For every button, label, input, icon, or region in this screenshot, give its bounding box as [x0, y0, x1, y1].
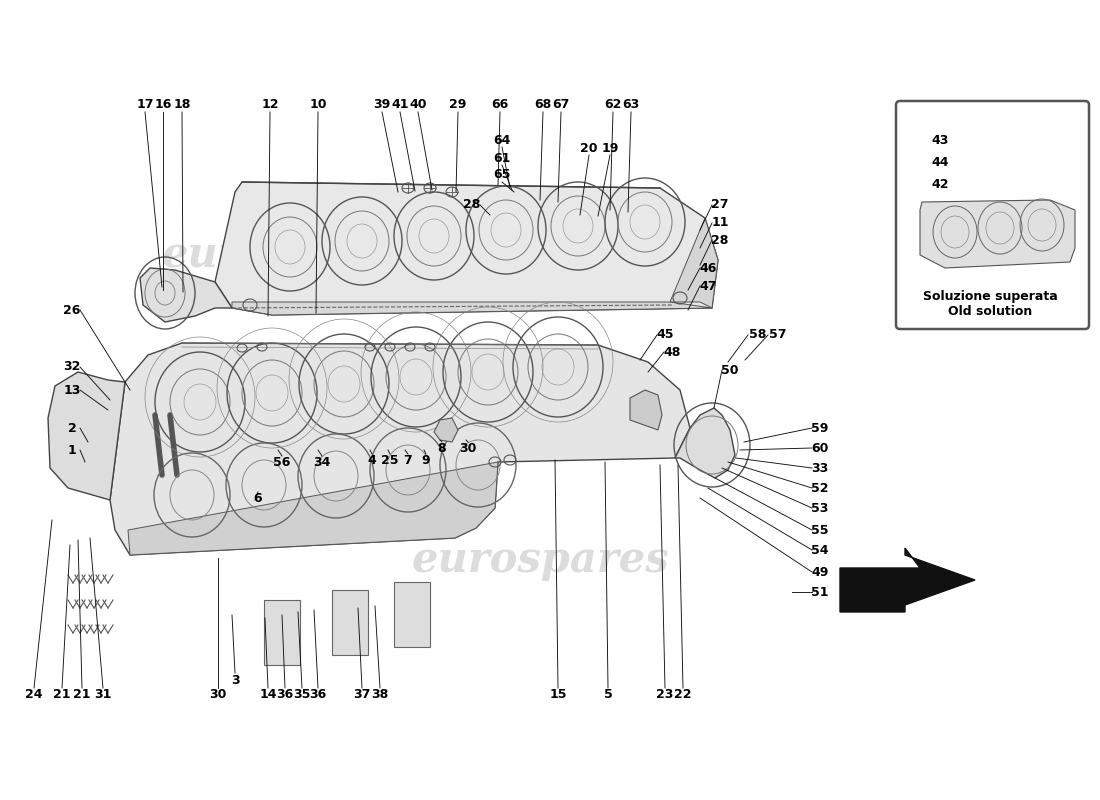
- Text: 37: 37: [353, 689, 371, 702]
- Text: 31: 31: [95, 689, 112, 702]
- Polygon shape: [394, 582, 430, 647]
- Text: 40: 40: [409, 98, 427, 111]
- Text: 28: 28: [712, 234, 728, 246]
- Text: 64: 64: [493, 134, 510, 146]
- Text: 60: 60: [812, 442, 828, 454]
- Text: eurospares: eurospares: [162, 234, 419, 276]
- Text: 44: 44: [932, 155, 948, 169]
- Polygon shape: [48, 372, 125, 500]
- Text: 15: 15: [549, 689, 566, 702]
- Text: 47: 47: [700, 279, 717, 293]
- Text: 26: 26: [64, 303, 80, 317]
- Text: 30: 30: [209, 689, 227, 702]
- Text: 59: 59: [812, 422, 828, 434]
- Text: 1: 1: [67, 443, 76, 457]
- Text: 22: 22: [674, 689, 692, 702]
- Text: 13: 13: [64, 383, 80, 397]
- Text: 11: 11: [712, 217, 728, 230]
- Polygon shape: [630, 390, 662, 430]
- Text: 2: 2: [67, 422, 76, 434]
- Polygon shape: [128, 462, 498, 555]
- Text: 28: 28: [463, 198, 481, 211]
- Polygon shape: [675, 408, 735, 478]
- Text: 23: 23: [657, 689, 673, 702]
- Text: 46: 46: [700, 262, 717, 274]
- Text: 56: 56: [273, 455, 290, 469]
- Polygon shape: [110, 343, 690, 555]
- Text: 51: 51: [812, 586, 828, 598]
- Text: 63: 63: [623, 98, 639, 111]
- Text: 38: 38: [372, 689, 388, 702]
- Text: 21: 21: [74, 689, 90, 702]
- Text: 58: 58: [749, 329, 767, 342]
- Text: 65: 65: [493, 169, 510, 182]
- Text: 49: 49: [812, 566, 828, 578]
- Text: 67: 67: [552, 98, 570, 111]
- Text: 36: 36: [309, 689, 327, 702]
- Text: 16: 16: [154, 98, 172, 111]
- Text: 19: 19: [602, 142, 618, 154]
- Text: 10: 10: [309, 98, 327, 111]
- Text: 45: 45: [657, 329, 673, 342]
- Text: 12: 12: [262, 98, 278, 111]
- Text: 34: 34: [314, 455, 331, 469]
- Text: 30: 30: [460, 442, 476, 454]
- Text: 48: 48: [663, 346, 681, 358]
- Text: 36: 36: [276, 689, 294, 702]
- Text: 8: 8: [438, 442, 447, 454]
- Text: 9: 9: [421, 454, 430, 466]
- Text: 62: 62: [604, 98, 622, 111]
- Text: 25: 25: [382, 454, 398, 466]
- Polygon shape: [332, 590, 368, 655]
- Text: 6: 6: [254, 491, 262, 505]
- Text: 24: 24: [25, 689, 43, 702]
- Text: 54: 54: [812, 543, 828, 557]
- Text: 53: 53: [812, 502, 828, 514]
- Text: 18: 18: [174, 98, 190, 111]
- Text: 35: 35: [294, 689, 310, 702]
- Polygon shape: [670, 218, 718, 308]
- Polygon shape: [920, 200, 1075, 268]
- Text: 43: 43: [932, 134, 948, 146]
- Text: 5: 5: [604, 689, 613, 702]
- Polygon shape: [214, 182, 718, 315]
- Text: 29: 29: [449, 98, 466, 111]
- Text: 68: 68: [535, 98, 551, 111]
- FancyBboxPatch shape: [896, 101, 1089, 329]
- Text: 21: 21: [53, 689, 70, 702]
- Text: 42: 42: [932, 178, 948, 190]
- Text: 3: 3: [231, 674, 240, 686]
- Text: 14: 14: [260, 689, 277, 702]
- Text: 4: 4: [367, 454, 376, 466]
- Text: 27: 27: [712, 198, 728, 211]
- Text: 33: 33: [812, 462, 828, 474]
- Polygon shape: [434, 418, 458, 442]
- Text: 57: 57: [769, 329, 786, 342]
- Text: 39: 39: [373, 98, 390, 111]
- Text: 17: 17: [136, 98, 154, 111]
- Text: 50: 50: [722, 363, 739, 377]
- Text: 61: 61: [493, 151, 510, 165]
- Text: 52: 52: [812, 482, 828, 494]
- Polygon shape: [232, 302, 712, 315]
- Polygon shape: [264, 600, 300, 665]
- Polygon shape: [840, 548, 975, 612]
- Text: 55: 55: [812, 523, 828, 537]
- Text: Soluzione superata
Old solution: Soluzione superata Old solution: [923, 290, 1057, 318]
- Text: 7: 7: [404, 454, 412, 466]
- Text: 41: 41: [392, 98, 409, 111]
- Text: 32: 32: [64, 361, 80, 374]
- Text: 20: 20: [581, 142, 597, 154]
- Text: 66: 66: [492, 98, 508, 111]
- Text: eurospares: eurospares: [411, 539, 669, 581]
- Polygon shape: [140, 268, 232, 322]
